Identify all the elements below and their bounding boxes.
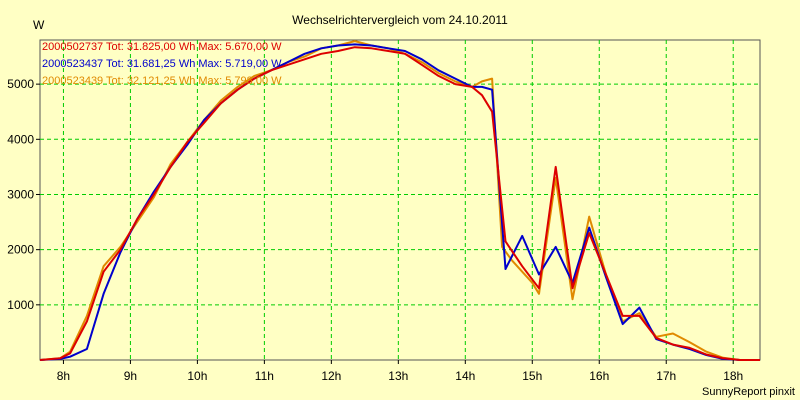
x-axis-ticks: 8h 9h 10h 11h 12h 13h 14h 15h 16h 17h 18h [57, 360, 743, 383]
y-axis-ticks: 1000 2000 3000 4000 5000 [7, 77, 40, 312]
grid-lines [40, 40, 760, 360]
x-tick-label: 10h [187, 369, 207, 383]
x-tick-label: 18h [723, 369, 743, 383]
legend: 2000502737 Tot: 31.825,00 Wh Max: 5.670,… [42, 41, 282, 87]
footer-credit: SunnyReport pinxit [702, 386, 795, 398]
x-tick-label: 16h [589, 369, 609, 383]
x-tick-label: 15h [522, 369, 542, 383]
x-tick-label: 9h [124, 369, 137, 383]
x-tick-label: 8h [57, 369, 70, 383]
y-tick-label: 3000 [7, 187, 34, 201]
y-tick-label: 2000 [7, 243, 34, 257]
legend-entry-2000502737: 2000502737 Tot: 31.825,00 Wh Max: 5.670,… [42, 41, 282, 53]
legend-entry-2000523439: 2000523439 Tot: 32.121,25 Wh Max: 5.798,… [42, 75, 282, 87]
series-lines [39, 40, 760, 361]
x-tick-label: 12h [321, 369, 341, 383]
y-axis-label: W [33, 18, 45, 32]
x-tick-label: 11h [255, 369, 274, 383]
x-tick-label: 13h [388, 369, 408, 383]
y-tick-label: 5000 [7, 77, 34, 91]
x-tick-label: 14h [455, 369, 475, 383]
plot-frame [39, 39, 761, 361]
x-tick-label: 17h [656, 369, 676, 383]
series-line-2000502737 [39, 46, 760, 361]
legend-entry-2000523437: 2000523437 Tot: 31.681,25 Wh Max: 5.719,… [42, 58, 282, 70]
y-tick-label: 4000 [7, 132, 34, 146]
chart-title: Wechselrichtervergleich vom 24.10.2011 [292, 13, 508, 27]
y-tick-label: 1000 [7, 298, 34, 312]
plot-area [39, 39, 761, 361]
